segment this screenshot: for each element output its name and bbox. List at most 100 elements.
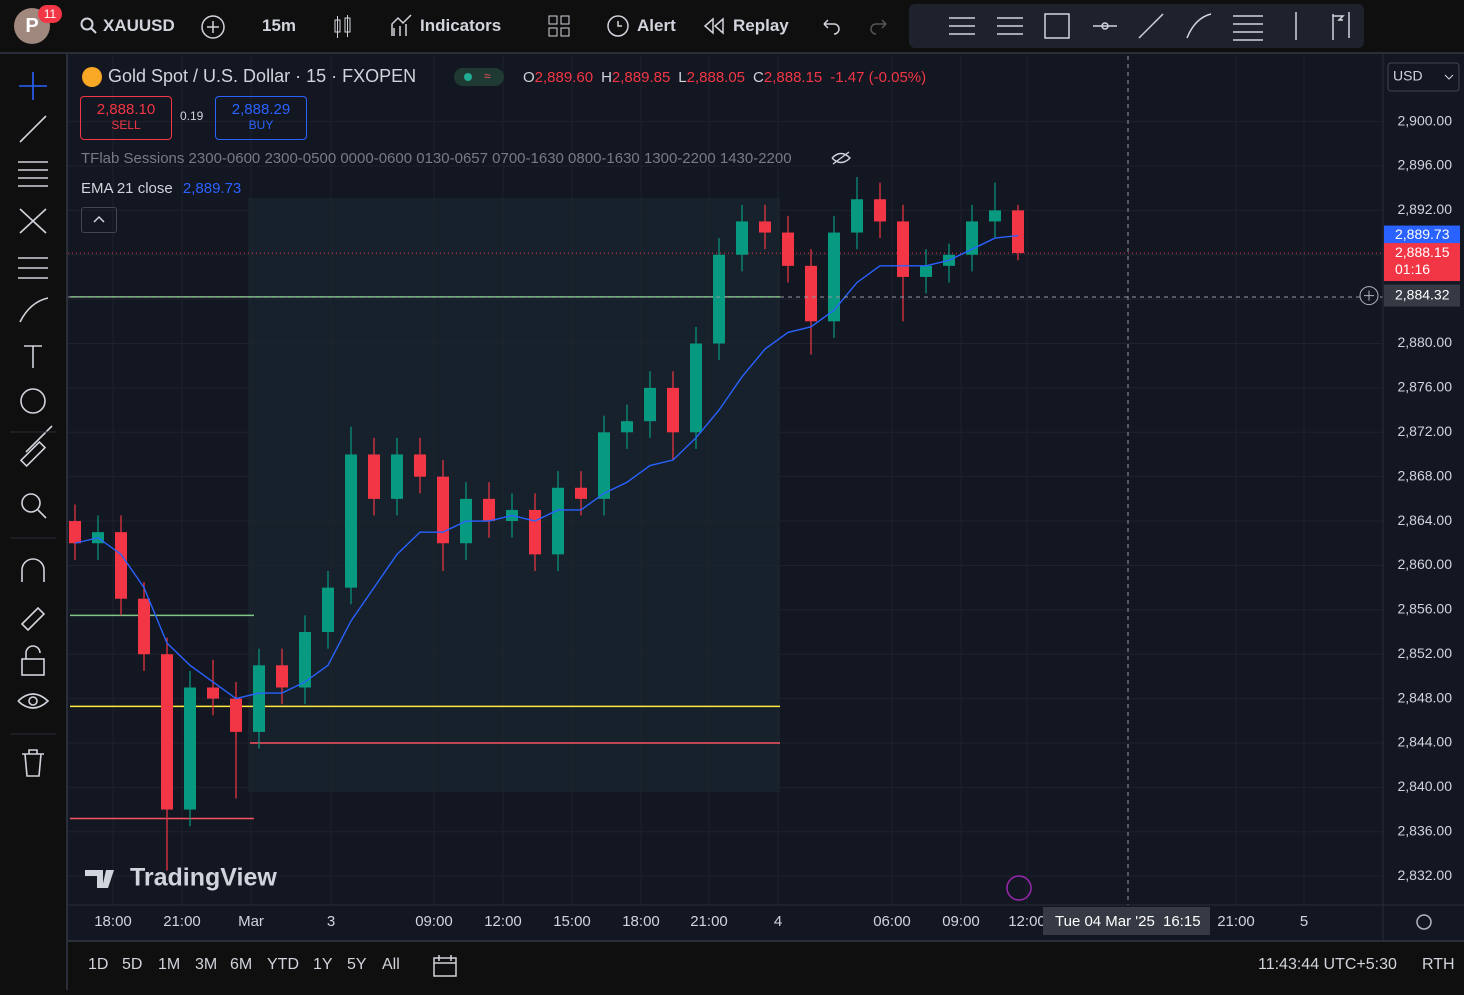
x-tick-label: 18:00	[94, 913, 132, 930]
range-button[interactable]: All	[382, 956, 400, 973]
ema-legend: EMA 21 close 2,889.73	[81, 180, 241, 197]
x-tick-label: 18:00	[622, 913, 660, 930]
price-tag-label: 2,888.15	[1395, 244, 1450, 260]
drawing-tools[interactable]	[909, 4, 1364, 48]
layout-icon[interactable]	[547, 14, 571, 38]
candle-body	[345, 454, 357, 588]
y-tick-label: 2,860.00	[1398, 556, 1453, 572]
settings-icon[interactable]	[1416, 914, 1432, 930]
candle-body	[966, 221, 978, 255]
candle-body	[552, 487, 564, 555]
undo-redo[interactable]	[820, 16, 900, 36]
price-tag	[1384, 243, 1460, 282]
ohlc-key: O	[523, 69, 535, 86]
crosshair-add-plus	[1364, 290, 1374, 301]
buy-button[interactable]: 2,888.29 BUY	[215, 96, 307, 140]
currency: USD	[1393, 68, 1423, 84]
sell-button[interactable]: 2,888.10 SELL	[80, 96, 172, 140]
candle-body	[575, 487, 587, 499]
x-tick-label: Mar	[238, 913, 264, 930]
change: -1.47 (-0.05%)	[830, 69, 927, 86]
x-tick-label: 21:00	[163, 913, 201, 930]
crosshair-label: 2,884.32	[1395, 286, 1450, 302]
x-tick-label: 09:00	[415, 913, 453, 930]
range-button[interactable]: 1D	[88, 956, 109, 973]
sell-label: SELL	[111, 118, 141, 132]
x-tick-label: 06:00	[873, 913, 911, 930]
candle-body	[621, 421, 633, 433]
x-tick-label: 12:00	[1008, 913, 1046, 930]
spread: 0.19	[180, 109, 204, 123]
range-button[interactable]: 3M	[195, 956, 218, 973]
y-tick-label: 2,840.00	[1398, 778, 1453, 794]
crosshair-tag	[1384, 284, 1460, 307]
candle-icon[interactable]	[332, 14, 354, 40]
x-tick-label: 21:00	[1217, 913, 1255, 930]
buy-label: BUY	[248, 118, 274, 132]
ohlc-key: L	[678, 69, 687, 86]
crosshair-time-box	[1043, 907, 1210, 935]
x-tick-label: 12:00	[484, 913, 522, 930]
ema-tag-label: 2,889.73	[1395, 226, 1450, 242]
svg-text:≈: ≈	[484, 69, 491, 83]
countdown: 01:16	[1395, 261, 1430, 277]
candle-body	[828, 232, 840, 322]
top-bar: P 11 XAUUSD 15m Indicators Alert Replay	[0, 0, 1464, 54]
x-tick-label: 09:00	[942, 913, 980, 930]
candle-body	[230, 698, 242, 732]
candle-body	[483, 498, 495, 522]
replay[interactable]: Replay	[733, 16, 789, 35]
currency-box[interactable]	[1387, 62, 1460, 92]
candle-body	[897, 221, 909, 277]
symbol[interactable]: XAUUSD	[103, 16, 175, 35]
candle-body	[736, 221, 748, 255]
y-tick-label: 2,852.00	[1398, 645, 1453, 661]
badge: 11	[38, 5, 62, 23]
interval[interactable]: 15m	[262, 16, 297, 35]
candle-body	[115, 532, 127, 599]
candle-body	[437, 476, 449, 544]
collapse-button[interactable]	[81, 207, 117, 233]
ohlc-value: 2,889.85	[611, 69, 671, 86]
range-button[interactable]: 5D	[122, 956, 143, 973]
y-tick-label: 2,896.00	[1398, 157, 1453, 173]
y-tick-label: 2,844.00	[1398, 734, 1453, 750]
y-tick-label: 2,868.00	[1398, 467, 1453, 483]
candle-body	[644, 387, 656, 422]
status-pill[interactable]: ≈	[454, 68, 504, 86]
range-button[interactable]: 1M	[158, 956, 181, 973]
hide-icon[interactable]	[830, 150, 852, 166]
ema-value: 2,889.73	[182, 180, 242, 197]
indicators[interactable]: Indicators	[420, 16, 502, 35]
plot	[68, 177, 1383, 871]
price-axis	[1383, 54, 1464, 940]
clock: 11:43:44 UTC+5:30	[1258, 956, 1397, 973]
sell-price: 2,888.10	[96, 101, 156, 118]
candle-body	[759, 221, 771, 233]
session[interactable]: RTH	[1422, 956, 1455, 973]
profile-area	[248, 198, 780, 792]
candle-body	[253, 665, 265, 732]
y-tick-label: 2,880.00	[1398, 334, 1453, 350]
tool-icons[interactable]	[0, 54, 66, 990]
candle-body	[138, 598, 150, 655]
alert[interactable]: Alert	[637, 16, 676, 35]
range-button[interactable]: 6M	[230, 956, 253, 973]
add-icon[interactable]	[200, 14, 226, 40]
range-button[interactable]: YTD	[267, 956, 299, 973]
candle-body	[322, 587, 334, 633]
sessions: TFlab Sessions 2300-0600 2300-0500 0000-…	[81, 150, 792, 167]
range-button[interactable]: 5Y	[347, 956, 367, 973]
ohlc-key: H	[601, 69, 612, 86]
left-toolbar	[0, 54, 68, 990]
date-range-icon[interactable]	[432, 954, 458, 978]
x-tick-label: 3	[327, 913, 335, 930]
symbol-title: Gold Spot / U.S. Dollar · 15 · FXOPEN	[108, 66, 417, 86]
indicators-icon	[391, 14, 412, 36]
y-tick-label: 2,892.00	[1398, 201, 1453, 217]
drawing-toolbar	[909, 4, 1364, 48]
lightning-icon[interactable]	[1006, 875, 1032, 901]
range-button[interactable]: 1Y	[313, 956, 333, 973]
